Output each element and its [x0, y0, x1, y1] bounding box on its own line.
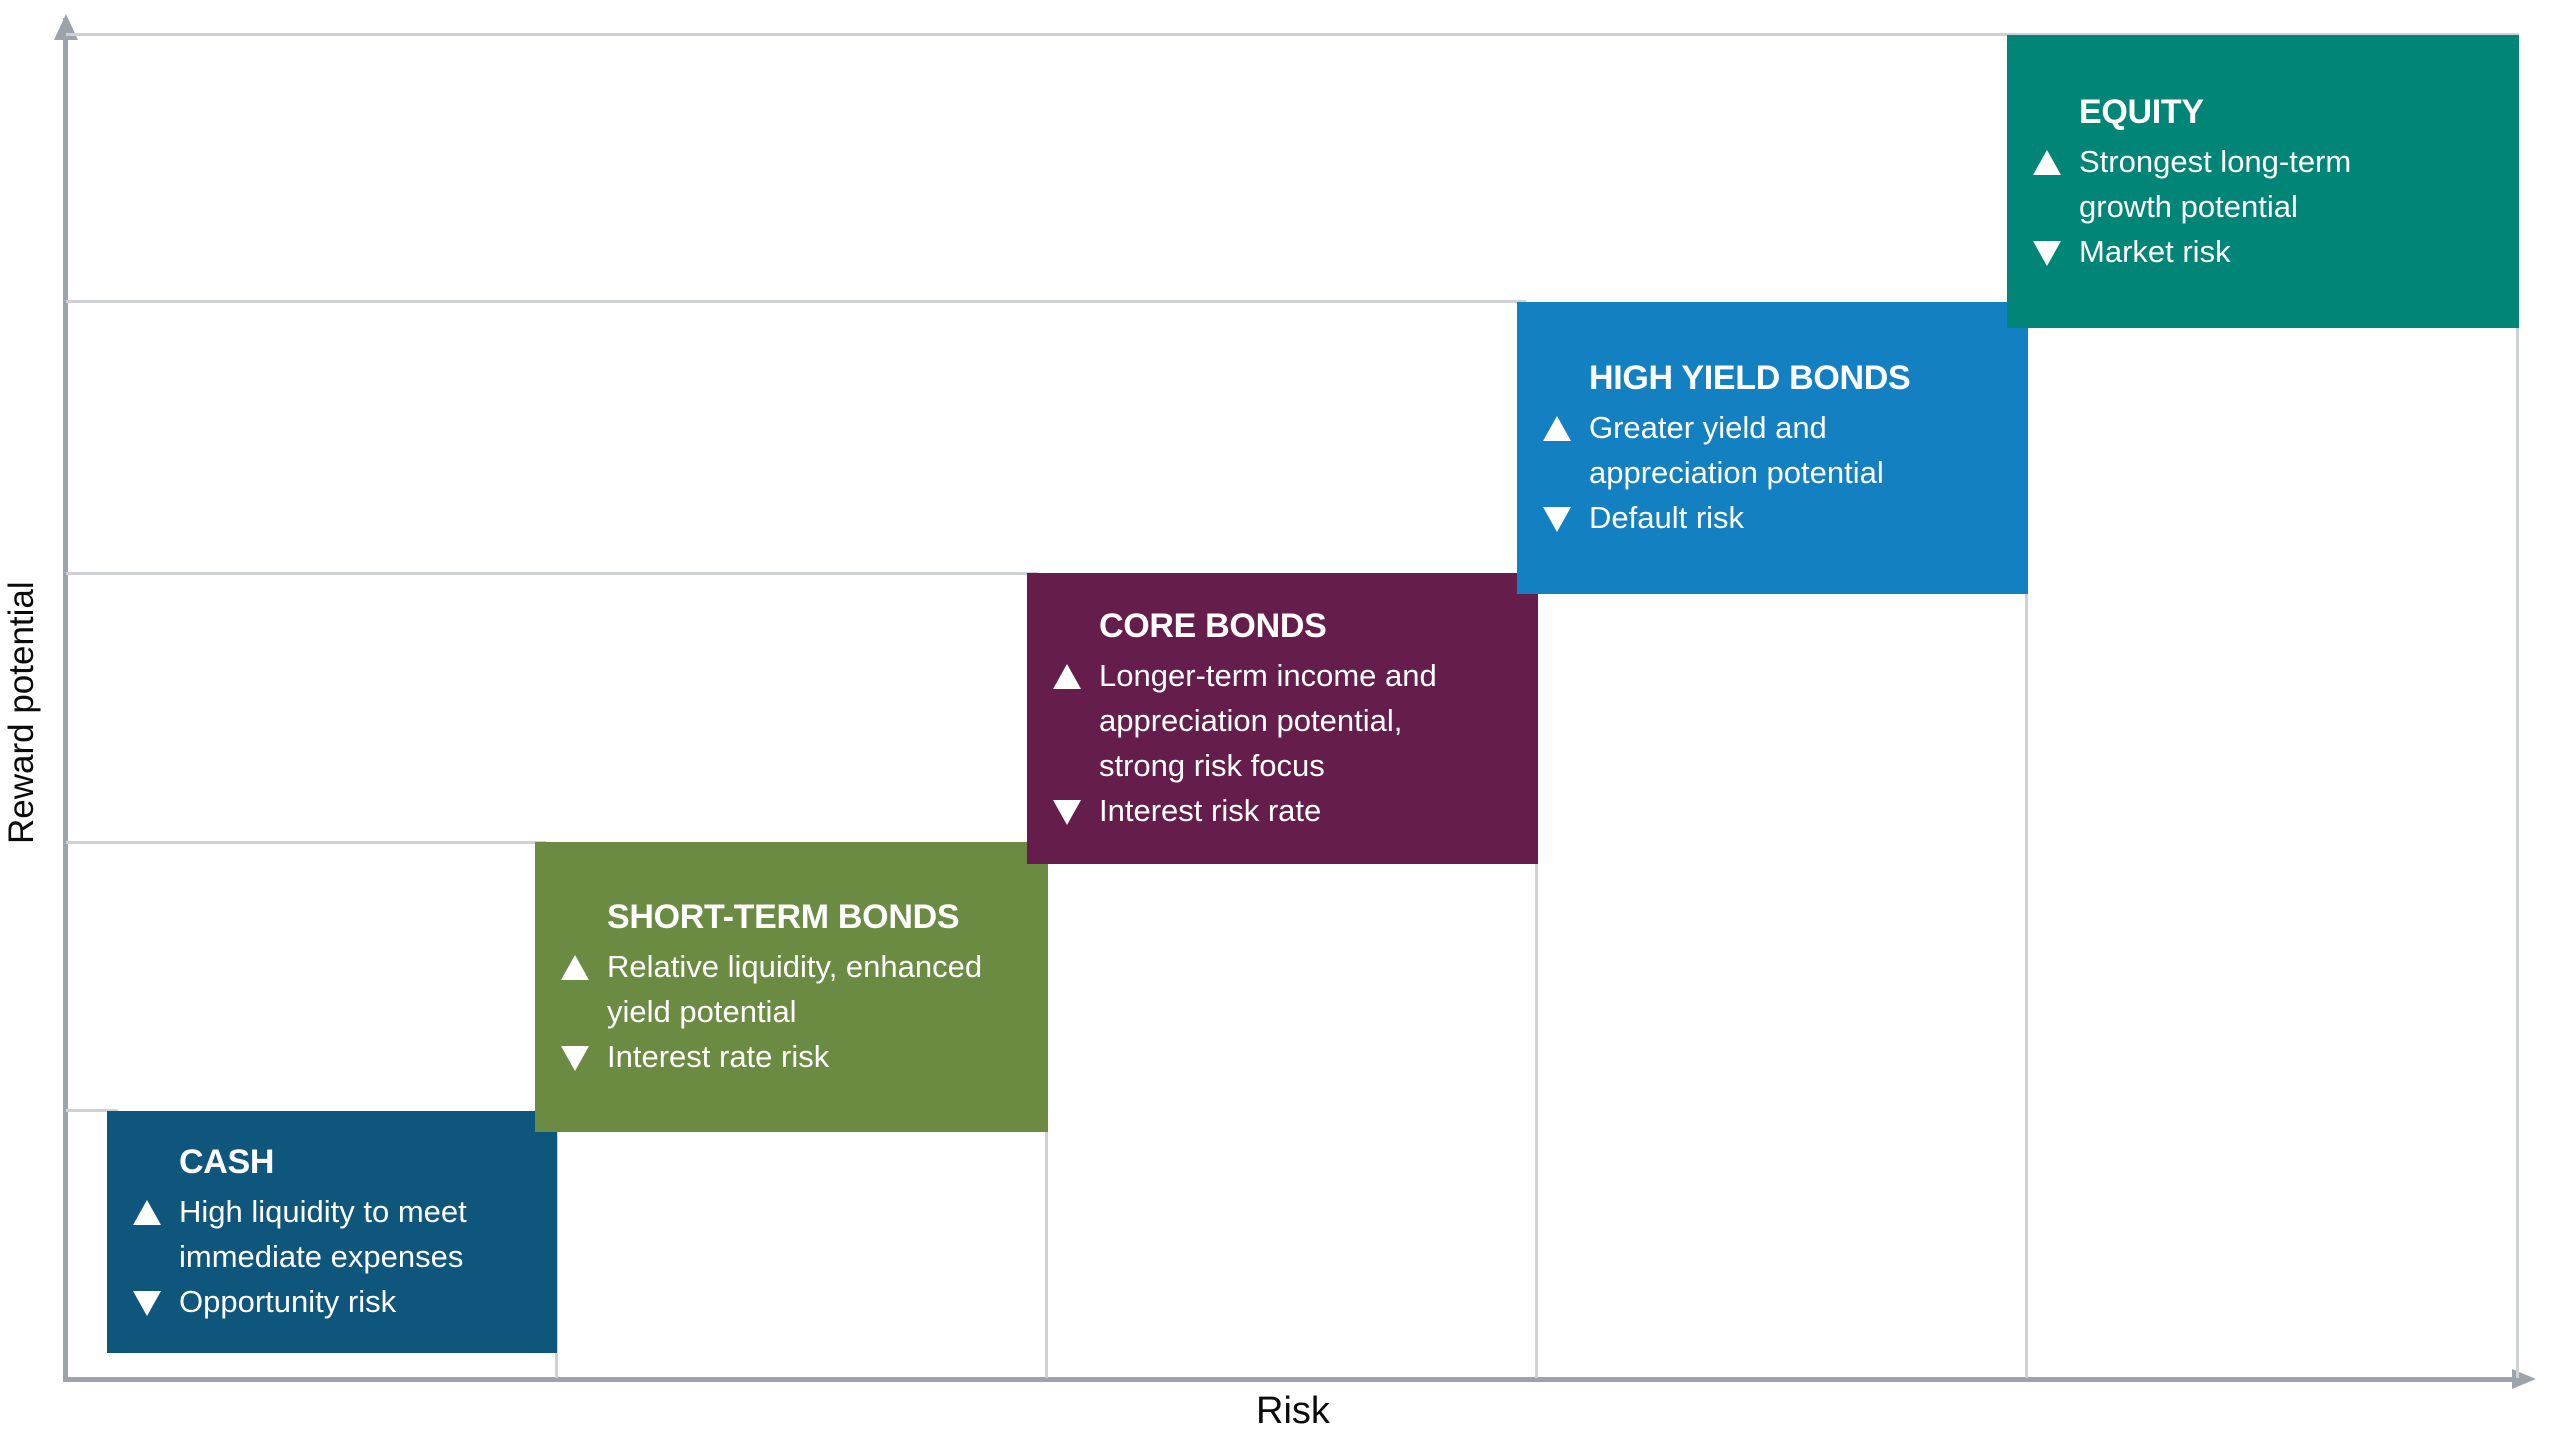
pro-line: High liquidity to meet [179, 1194, 467, 1229]
pro-row: Greater yield and appreciation potential [1543, 405, 2020, 495]
up-triangle-icon [133, 1200, 161, 1225]
gridline-horizontal-short-term-level [66, 841, 546, 844]
pro-line: Greater yield and [1589, 410, 1827, 445]
down-triangle-icon [1543, 507, 1571, 532]
pro-line: Longer-term income and [1099, 658, 1437, 693]
con-row: Interest rate risk [561, 1034, 1040, 1079]
up-triangle-icon [561, 955, 589, 980]
asset-box-title: CASH [179, 1143, 275, 1181]
up-triangle-icon [2033, 149, 2061, 175]
x-axis-line [63, 1377, 2520, 1382]
asset-box-title: CORE BONDS [1099, 607, 1327, 645]
gridline-horizontal-equity-level [66, 33, 2518, 36]
con-line: Opportunity risk [179, 1284, 397, 1319]
y-axis-arrow-icon [54, 14, 78, 40]
asset-box-title: HIGH YIELD BONDS [1589, 359, 1911, 397]
pro-line: Strongest long-term [2079, 143, 2352, 179]
pro-line: immediate expenses [179, 1239, 464, 1274]
gridline-horizontal-high-yield-level [66, 300, 1526, 303]
down-triangle-icon [133, 1291, 161, 1316]
pro-line: appreciation potential, [1099, 703, 1403, 738]
asset-box-title: EQUITY [2079, 92, 2204, 131]
gridline-horizontal-cash-level [66, 1109, 118, 1112]
pro-line: appreciation potential [1589, 455, 1884, 490]
gridline-horizontal-core-bonds-level [66, 572, 1038, 575]
x-axis-label: Risk [1256, 1390, 1330, 1432]
gridline-vertical-high-yield-step [2025, 302, 2028, 1378]
pro-row: Longer-term income and appreciation pote… [1053, 653, 1530, 788]
con-row: Default risk [1543, 495, 2020, 540]
con-row: Market risk [2033, 229, 2511, 274]
pro-line: strong risk focus [1099, 748, 1325, 783]
gridline-vertical-right-boundary [2516, 33, 2519, 1378]
pro-row: High liquidity to meet immediate expense… [133, 1189, 549, 1279]
con-line: Default risk [1589, 500, 1745, 535]
y-axis-label: Reward potential [2, 581, 41, 845]
down-triangle-icon [2033, 240, 2061, 266]
asset-box-core-bonds: CORE BONDS Longer-term income and apprec… [1027, 573, 1538, 864]
con-row: Interest risk rate [1053, 788, 1530, 833]
pro-row: Strongest long-term growth potential [2033, 139, 2511, 229]
up-triangle-icon [1543, 416, 1571, 441]
asset-box-short-term-bonds: SHORT-TERM BONDS Relative liquidity, enh… [535, 842, 1048, 1132]
down-triangle-icon [1053, 800, 1081, 825]
pro-line: Relative liquidity, enhanced [607, 949, 983, 984]
asset-box-high-yield-bonds: HIGH YIELD BONDS Greater yield and appre… [1517, 302, 2028, 594]
pro-line: yield potential [607, 994, 797, 1029]
asset-box-equity: EQUITY Strongest long-term growth potent… [2007, 35, 2519, 328]
gridline-vertical-core-bonds-step [1535, 573, 1538, 1378]
down-triangle-icon [561, 1046, 589, 1071]
con-line: Interest rate risk [607, 1039, 830, 1074]
asset-box-title: SHORT-TERM BONDS [607, 898, 960, 936]
y-axis-line [63, 18, 68, 1382]
con-row: Opportunity risk [133, 1279, 549, 1324]
asset-box-cash: CASH High liquidity to meet immediate ex… [107, 1111, 557, 1353]
con-line: Interest risk rate [1099, 793, 1322, 828]
up-triangle-icon [1053, 664, 1081, 689]
con-line: Market risk [2079, 233, 2231, 269]
pro-row: Relative liquidity, enhanced yield poten… [561, 944, 1040, 1034]
pro-line: growth potential [2079, 188, 2298, 224]
